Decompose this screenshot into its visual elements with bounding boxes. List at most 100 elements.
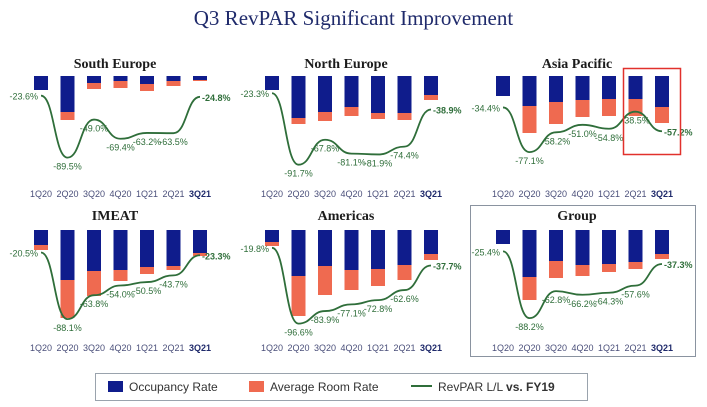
north-europe-occupancy-bar: [291, 76, 306, 118]
south-europe-room-rate-bar: [140, 84, 154, 91]
south-europe-occupancy-bar: [113, 76, 128, 81]
imeat-category-label: 4Q20: [109, 343, 131, 353]
imeat-revpar-label: -54.0%: [106, 290, 135, 300]
north-europe-occupancy-bar: [397, 76, 412, 113]
asia-pacific-revpar-label: -51.0%: [568, 129, 597, 139]
americas-occupancy-bar: [318, 230, 332, 266]
south-europe-revpar-label: -63.5%: [159, 137, 188, 147]
north-europe-category-label: 3Q20: [314, 189, 336, 199]
asia-pacific-revpar-label: -58.2%: [542, 136, 571, 146]
group-category-label: 3Q20: [545, 343, 567, 353]
imeat-category-label: 1Q21: [136, 343, 158, 353]
group-revpar-label: -37.3%: [664, 260, 693, 270]
north-europe-revpar-label: -81.1%: [337, 158, 366, 168]
group-occupancy-bar: [655, 230, 669, 254]
south-europe-occupancy-bar: [166, 76, 181, 81]
north-europe-category-label: 2Q20: [287, 189, 309, 199]
asia-pacific-revpar-label: -54.8%: [595, 133, 624, 143]
group-category-label: 1Q21: [598, 343, 620, 353]
north-europe-occupancy-bar: [371, 76, 385, 113]
group-category-label: 2Q20: [518, 343, 540, 353]
south-europe-occupancy-bar: [193, 76, 207, 80]
north-europe-revpar-line: [271, 92, 432, 166]
south-europe-revpar-label: -63.2%: [133, 137, 162, 147]
south-europe-room-rate-bar: [113, 81, 128, 88]
north-europe-title: North Europe: [304, 57, 387, 72]
south-europe-revpar-label: -23.6%: [9, 92, 38, 102]
south-europe-category-label: 2Q20: [56, 189, 78, 199]
imeat-room-rate-bar: [60, 280, 75, 318]
imeat-occupancy-bar: [60, 230, 75, 280]
imeat-revpar-label: -23.3%: [202, 251, 231, 261]
north-europe-occupancy-bar: [344, 76, 359, 107]
americas-occupancy-bar: [397, 230, 412, 265]
americas-category-label: 3Q20: [314, 343, 336, 353]
asia-pacific-occupancy-bar: [655, 76, 669, 107]
group-occupancy-bar: [549, 230, 563, 261]
group-revpar-line: [502, 250, 663, 320]
imeat-revpar-line: [40, 251, 201, 321]
south-europe-category-label: 3Q21: [189, 189, 211, 199]
south-europe-revpar-line: [40, 94, 201, 159]
south-europe-room-rate-bar: [87, 83, 101, 89]
group-revpar-label: -25.4%: [471, 247, 500, 257]
south-europe-room-rate-bar: [166, 81, 181, 86]
north-europe-room-rate-bar: [318, 112, 332, 121]
north-europe-revpar-label: -91.7%: [284, 169, 313, 179]
americas-room-rate-bar: [291, 276, 306, 316]
group-room-rate-bar: [575, 265, 590, 276]
americas-room-rate-bar: [424, 254, 438, 260]
americas-category-label: 3Q21: [420, 343, 442, 353]
americas-occupancy-bar: [291, 230, 306, 276]
americas-occupancy-bar: [371, 230, 385, 269]
asia-pacific-category-label: 3Q20: [545, 189, 567, 199]
asia-pacific-category-label: 3Q21: [651, 189, 673, 199]
group-occupancy-bar: [602, 230, 616, 264]
americas-category-label: 2Q21: [393, 343, 415, 353]
asia-pacific-room-rate-bar: [655, 107, 669, 123]
south-europe-occupancy-bar: [87, 76, 101, 83]
asia-pacific-highlight-box: [622, 67, 682, 156]
imeat-occupancy-bar: [166, 230, 181, 266]
group-room-rate-bar: [628, 262, 643, 269]
americas-occupancy-bar: [424, 230, 438, 254]
americas-room-rate-bar: [371, 269, 385, 286]
group-category-label: 1Q20: [492, 343, 514, 353]
imeat-category-label: 2Q20: [56, 343, 78, 353]
north-europe-room-rate-bar: [371, 113, 385, 119]
north-europe-revpar-label: -81.9%: [364, 158, 393, 168]
americas-revpar-label: -62.6%: [390, 294, 419, 304]
south-europe-title: South Europe: [74, 57, 157, 72]
imeat-category-label: 2Q21: [162, 343, 184, 353]
south-europe-revpar-label: -89.5%: [53, 162, 82, 172]
group-revpar-label: -66.2%: [568, 299, 597, 309]
imeat-room-rate-bar: [166, 266, 181, 270]
asia-pacific-occupancy-bar: [628, 76, 643, 99]
americas-revpar-label: -96.6%: [284, 328, 313, 338]
asia-pacific-category-label: 1Q21: [598, 189, 620, 199]
north-europe-category-label: 2Q21: [393, 189, 415, 199]
americas-category-label: 4Q20: [340, 343, 362, 353]
asia-pacific-revpar-line: [502, 106, 663, 154]
americas-revpar-label: -72.8%: [364, 304, 393, 314]
americas-revpar-label: -83.9%: [311, 315, 340, 325]
group-category-label: 2Q21: [624, 343, 646, 353]
south-europe-category-label: 2Q21: [162, 189, 184, 199]
north-europe-room-rate-bar: [424, 95, 438, 100]
group-revpar-label: -88.2%: [515, 322, 544, 332]
north-europe-category-label: 1Q20: [261, 189, 283, 199]
asia-pacific-room-rate-bar: [575, 100, 590, 117]
north-europe-revpar-label: -67.8%: [311, 144, 340, 154]
americas-category-label: 2Q20: [287, 343, 309, 353]
americas-title: Americas: [318, 209, 375, 224]
asia-pacific-occupancy-bar: [602, 76, 616, 99]
south-europe-room-rate-bar: [60, 112, 75, 120]
group-title: Group: [557, 209, 597, 224]
north-europe-occupancy-bar: [318, 76, 332, 112]
group-occupancy-bar: [575, 230, 590, 265]
imeat-revpar-label: -50.5%: [133, 286, 162, 296]
group-revpar-label: -57.6%: [621, 290, 650, 300]
north-europe-occupancy-bar: [265, 76, 279, 90]
americas-revpar-line: [271, 246, 432, 325]
asia-pacific-revpar-label: -77.1%: [515, 156, 544, 166]
